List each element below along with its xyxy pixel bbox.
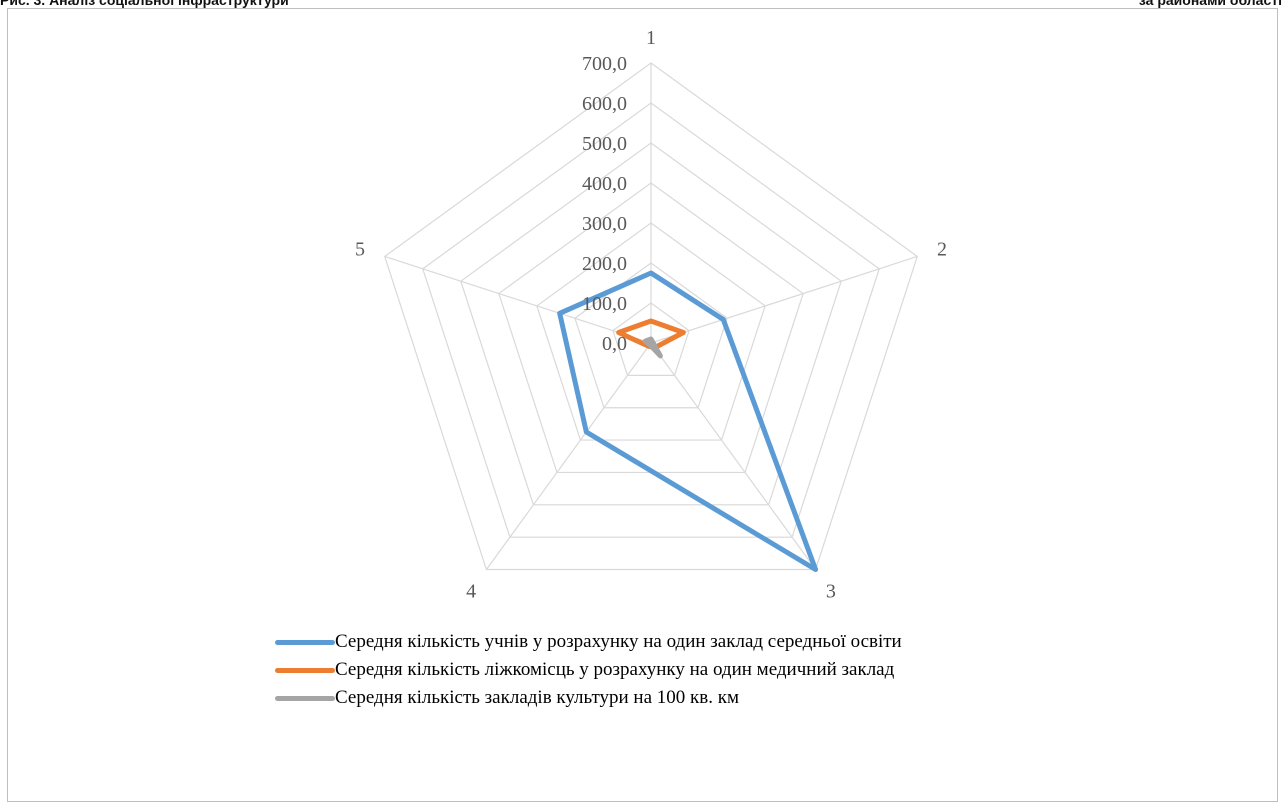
grid-ring (460, 142, 842, 506)
radial-tick-label: 500,0 (582, 133, 627, 155)
grid-spoke (650, 255, 918, 344)
grid-ring (574, 262, 728, 409)
grid-ring (612, 302, 690, 376)
cropped-header-strip: Рис. 3. Аналіз соціальної інфраструктури… (0, 0, 1286, 8)
radial-tick-label: 700,0 (582, 53, 627, 75)
grid-ring (383, 62, 919, 571)
radial-tick-label: 200,0 (582, 253, 627, 275)
grid-spoke (650, 342, 817, 570)
chart-legend: Середня кількість учнів у розрахунку на … (275, 630, 995, 714)
cropped-header-right: за районами області (1138, 0, 1282, 8)
grid-ring (536, 222, 766, 441)
cropped-header-left: Рис. 3. Аналіз соціальної інфраструктури (0, 0, 289, 8)
series-line-3 (642, 336, 663, 359)
radial-tick-label: 600,0 (582, 93, 627, 115)
radial-tick-label: 300,0 (582, 213, 627, 235)
legend-label: Середня кількість учнів у розрахунку на … (335, 631, 902, 652)
category-label: 5 (355, 238, 365, 260)
grid-spoke (384, 255, 652, 344)
legend-swatch (275, 668, 335, 673)
legend-label: Середня кількість закладів культури на 1… (335, 687, 739, 708)
chart-frame (7, 8, 1278, 802)
category-label: 1 (646, 27, 656, 49)
legend-label: Середня кількість ліжкомісць у розрахунк… (335, 659, 895, 680)
series-line-1 (557, 270, 819, 573)
radial-tick-label: 0,0 (602, 333, 627, 355)
category-label: 2 (937, 238, 947, 260)
category-label: 3 (826, 581, 836, 603)
legend-swatch (275, 696, 335, 701)
legend-swatch (275, 640, 335, 645)
grid-ring (422, 102, 880, 538)
radial-tick-label: 100,0 (582, 293, 627, 315)
legend-item: Середня кількість ліжкомісць у розрахунк… (275, 658, 995, 682)
radial-tick-label: 400,0 (582, 173, 627, 195)
category-label: 4 (466, 581, 476, 603)
grid-spoke (485, 342, 652, 570)
legend-item: Середня кількість закладів культури на 1… (275, 686, 995, 710)
legend-item: Середня кількість учнів у розрахунку на … (275, 630, 995, 654)
